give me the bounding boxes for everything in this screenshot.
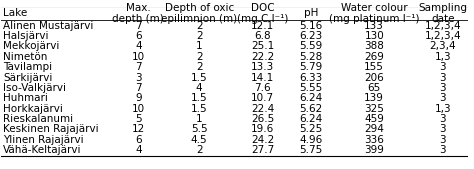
Text: 3: 3	[439, 135, 446, 145]
Text: 25.1: 25.1	[251, 42, 274, 52]
Text: 3: 3	[439, 73, 446, 82]
Text: 1.5: 1.5	[191, 104, 208, 114]
Text: 6.24: 6.24	[299, 114, 322, 124]
Text: 4.5: 4.5	[191, 135, 208, 145]
Text: 1.5: 1.5	[191, 73, 208, 82]
Text: 7: 7	[135, 62, 142, 72]
Text: 6.24: 6.24	[299, 93, 322, 103]
Text: 2: 2	[196, 52, 202, 62]
Text: 1.5: 1.5	[191, 93, 208, 103]
Text: 3: 3	[439, 83, 446, 93]
Text: Rieskalanumi: Rieskalanumi	[3, 114, 73, 124]
Text: 269: 269	[365, 52, 384, 62]
Text: 3: 3	[135, 73, 142, 82]
Text: 14.1: 14.1	[251, 73, 274, 82]
Text: 27.7: 27.7	[251, 145, 274, 155]
Text: 1,3: 1,3	[434, 52, 451, 62]
Text: 4: 4	[135, 42, 142, 52]
Text: 6.23: 6.23	[299, 31, 322, 41]
Text: 1: 1	[196, 114, 202, 124]
Text: Horkkajärvi: Horkkajärvi	[3, 104, 63, 114]
Text: 388: 388	[365, 42, 384, 52]
Text: DOC
(mg C l⁻¹): DOC (mg C l⁻¹)	[237, 3, 288, 24]
Text: 155: 155	[365, 62, 384, 72]
Text: 5: 5	[135, 114, 142, 124]
Text: 6: 6	[135, 31, 142, 41]
Text: 5.5: 5.5	[191, 124, 208, 134]
Text: 2: 2	[196, 145, 202, 155]
Text: Lake: Lake	[3, 8, 27, 18]
Text: 1,3: 1,3	[434, 104, 451, 114]
Text: 139: 139	[365, 93, 384, 103]
Text: 6: 6	[135, 135, 142, 145]
Text: 206: 206	[365, 73, 384, 82]
Text: Water colour
(mg platinum l⁻¹): Water colour (mg platinum l⁻¹)	[329, 3, 419, 24]
Text: 10.7: 10.7	[251, 93, 274, 103]
Text: 2: 2	[196, 21, 202, 31]
Text: 12: 12	[132, 124, 145, 134]
Text: 3: 3	[439, 93, 446, 103]
Text: 5.25: 5.25	[299, 124, 322, 134]
Text: Iso-Valkjärvi: Iso-Valkjärvi	[3, 83, 66, 93]
Text: 7.6: 7.6	[255, 83, 271, 93]
Text: 3: 3	[439, 124, 446, 134]
Text: 5.59: 5.59	[299, 42, 322, 52]
Text: 5.75: 5.75	[299, 145, 322, 155]
Text: 22.2: 22.2	[251, 52, 274, 62]
Text: 133: 133	[365, 21, 384, 31]
Text: Mekkojärvi: Mekkojärvi	[3, 42, 59, 52]
Text: 7: 7	[135, 21, 142, 31]
Text: 3: 3	[439, 114, 446, 124]
Text: Keskinen Rajajärvi: Keskinen Rajajärvi	[3, 124, 99, 134]
Text: 325: 325	[365, 104, 384, 114]
Text: 4: 4	[135, 145, 142, 155]
Text: 336: 336	[365, 135, 384, 145]
Text: 6.33: 6.33	[299, 73, 322, 82]
Text: 4.96: 4.96	[299, 135, 322, 145]
Text: 5.16: 5.16	[299, 21, 322, 31]
Text: 2: 2	[196, 31, 202, 41]
Text: pH: pH	[304, 8, 318, 18]
Text: 2,3,4: 2,3,4	[429, 42, 456, 52]
Text: 459: 459	[365, 114, 384, 124]
Text: 19.6: 19.6	[251, 124, 274, 134]
Text: 5.79: 5.79	[299, 62, 322, 72]
Text: 2: 2	[196, 62, 202, 72]
Text: 294: 294	[365, 124, 384, 134]
Text: 1,2,3,4: 1,2,3,4	[424, 21, 461, 31]
Text: Sampling
date: Sampling date	[418, 3, 467, 24]
Text: Huhmari: Huhmari	[3, 93, 48, 103]
Text: 3: 3	[439, 62, 446, 72]
Text: 13.3: 13.3	[251, 62, 274, 72]
Text: 5.62: 5.62	[299, 104, 322, 114]
Text: 10: 10	[132, 104, 145, 114]
Text: 3: 3	[439, 145, 446, 155]
Text: 10: 10	[132, 52, 145, 62]
Text: 24.2: 24.2	[251, 135, 274, 145]
Text: 6.8: 6.8	[255, 31, 271, 41]
Text: 5.28: 5.28	[299, 52, 322, 62]
Text: Särkijärvi: Särkijärvi	[3, 73, 52, 82]
Text: Alinen Mustajärvi: Alinen Mustajärvi	[3, 21, 93, 31]
Text: 1,2,3,4: 1,2,3,4	[424, 31, 461, 41]
Text: Vähä-Keltajärvi: Vähä-Keltajärvi	[3, 145, 82, 155]
Text: Max.
depth (m): Max. depth (m)	[112, 3, 164, 24]
Text: Halsjärvi: Halsjärvi	[3, 31, 48, 41]
Text: 12.1: 12.1	[251, 21, 274, 31]
Text: 9: 9	[135, 93, 142, 103]
Text: Tavilampi: Tavilampi	[3, 62, 52, 72]
Text: 399: 399	[365, 145, 384, 155]
Text: 1: 1	[196, 42, 202, 52]
Text: 5.55: 5.55	[299, 83, 322, 93]
Text: 22.4: 22.4	[251, 104, 274, 114]
Text: 4: 4	[196, 83, 202, 93]
Text: Depth of oxic
epilimnion (m): Depth of oxic epilimnion (m)	[161, 3, 237, 24]
Text: 7: 7	[135, 83, 142, 93]
Text: 65: 65	[368, 83, 381, 93]
Text: 130: 130	[365, 31, 384, 41]
Text: 26.5: 26.5	[251, 114, 274, 124]
Text: Nimetön: Nimetön	[3, 52, 47, 62]
Text: Ylinen Rajajärvi: Ylinen Rajajärvi	[3, 135, 83, 145]
